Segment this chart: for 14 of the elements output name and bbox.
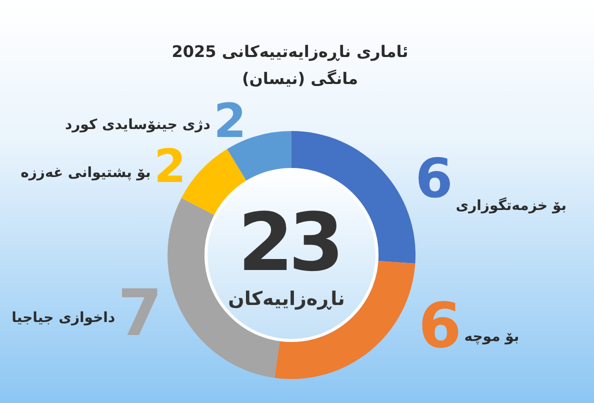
data-label: 7 (118, 277, 162, 351)
slice-label: بۆ خزمەتگوزاری (456, 197, 567, 214)
text: ناڕەزاییەکان (228, 288, 345, 310)
chart-title: ئاماری ناڕەزایەتییەکانی 2025 (172, 42, 408, 61)
data-label: 2 (154, 139, 186, 193)
data-label: 6 (415, 147, 453, 210)
slice-label: بۆ پشتیوانی غەززە (20, 165, 151, 181)
chart-subtitle: مانگی (نیسان) (242, 69, 358, 88)
text: 23 (238, 196, 340, 289)
slice-label: داخوازی جیاجیا (12, 310, 116, 326)
data-label: 6 (418, 289, 462, 362)
data-label: 2 (214, 94, 246, 149)
slice-label: بۆ موچە (464, 329, 520, 345)
slice-label: دژی جینۆسایدی کورد (64, 117, 210, 133)
